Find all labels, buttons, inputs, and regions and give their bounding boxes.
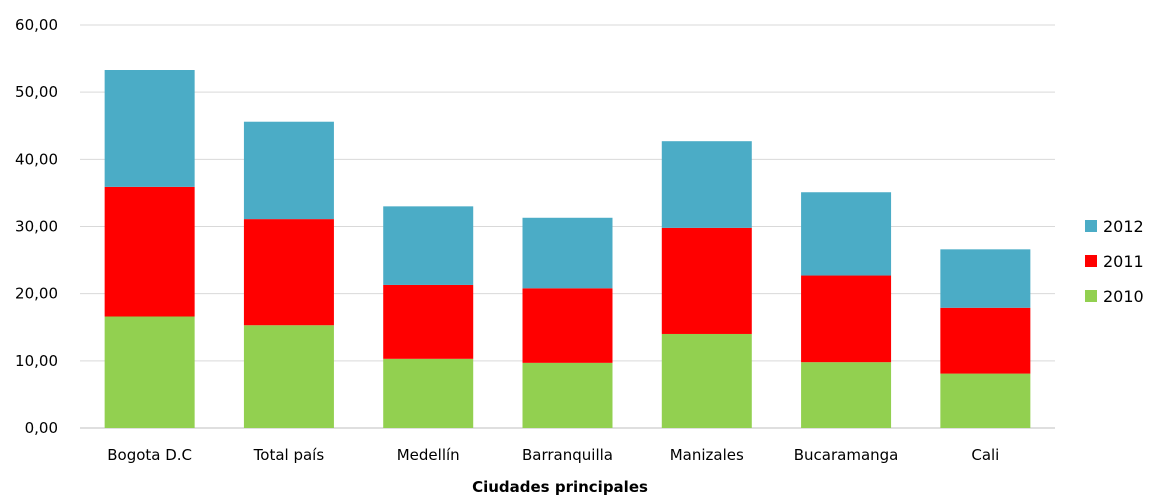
bar-segment-2012: [940, 249, 1031, 308]
legend: 2012 2011 2010: [1085, 217, 1144, 306]
x-tick-label: Bogota D.C: [107, 446, 192, 464]
x-tick-label: Manizales: [670, 446, 744, 464]
x-tick-label: Medellín: [397, 446, 460, 464]
x-tick-label: Barranquilla: [522, 446, 613, 464]
y-tick-label: 20,00: [15, 285, 58, 303]
bar-segment-2010: [940, 373, 1031, 428]
bar-segment-2010: [243, 325, 334, 428]
legend-label: 2011: [1103, 252, 1144, 271]
legend-swatch: [1085, 255, 1097, 267]
y-tick-label: 30,00: [15, 218, 58, 236]
legend-swatch: [1085, 220, 1097, 232]
y-axis: 0,00 10,00 20,00 30,00 40,00 50,00 60,00: [15, 16, 58, 437]
bar-segment-2012: [383, 206, 474, 285]
y-tick-label: 60,00: [15, 16, 58, 34]
legend-label: 2010: [1103, 287, 1144, 306]
legend-label: 2012: [1103, 217, 1144, 236]
bar-segment-2012: [243, 121, 334, 220]
bar-segment-2010: [801, 362, 892, 428]
x-tick-label: Bucaramanga: [794, 446, 899, 464]
bar-segment-2010: [661, 333, 752, 428]
bar-segment-2011: [383, 284, 474, 359]
bars: [104, 70, 1031, 428]
bar-segment-2010: [522, 362, 613, 428]
legend-swatch: [1085, 290, 1097, 302]
x-tick-label: Total país: [253, 446, 325, 464]
y-tick-label: 0,00: [25, 419, 58, 437]
y-tick-label: 10,00: [15, 352, 58, 370]
bar-segment-2011: [522, 288, 613, 363]
bar-segment-2012: [801, 192, 892, 276]
x-tick-label: Cali: [971, 446, 999, 464]
bar-segment-2011: [801, 275, 892, 363]
bar-segment-2011: [661, 227, 752, 334]
x-axis-title: Ciudades principales: [472, 478, 648, 496]
x-axis: Bogota D.C Total país Medellín Barranquilla…: [107, 446, 999, 464]
y-tick-label: 40,00: [15, 150, 58, 168]
bar-segment-2011: [104, 186, 195, 317]
bar-segment-2011: [243, 219, 334, 326]
bar-segment-2011: [940, 307, 1031, 374]
bar-segment-2012: [522, 217, 613, 289]
bar-segment-2012: [104, 70, 195, 187]
bar-segment-2010: [383, 358, 474, 428]
bar-segment-2012: [661, 141, 752, 228]
y-tick-label: 50,00: [15, 83, 58, 101]
bar-segment-2010: [104, 316, 195, 428]
